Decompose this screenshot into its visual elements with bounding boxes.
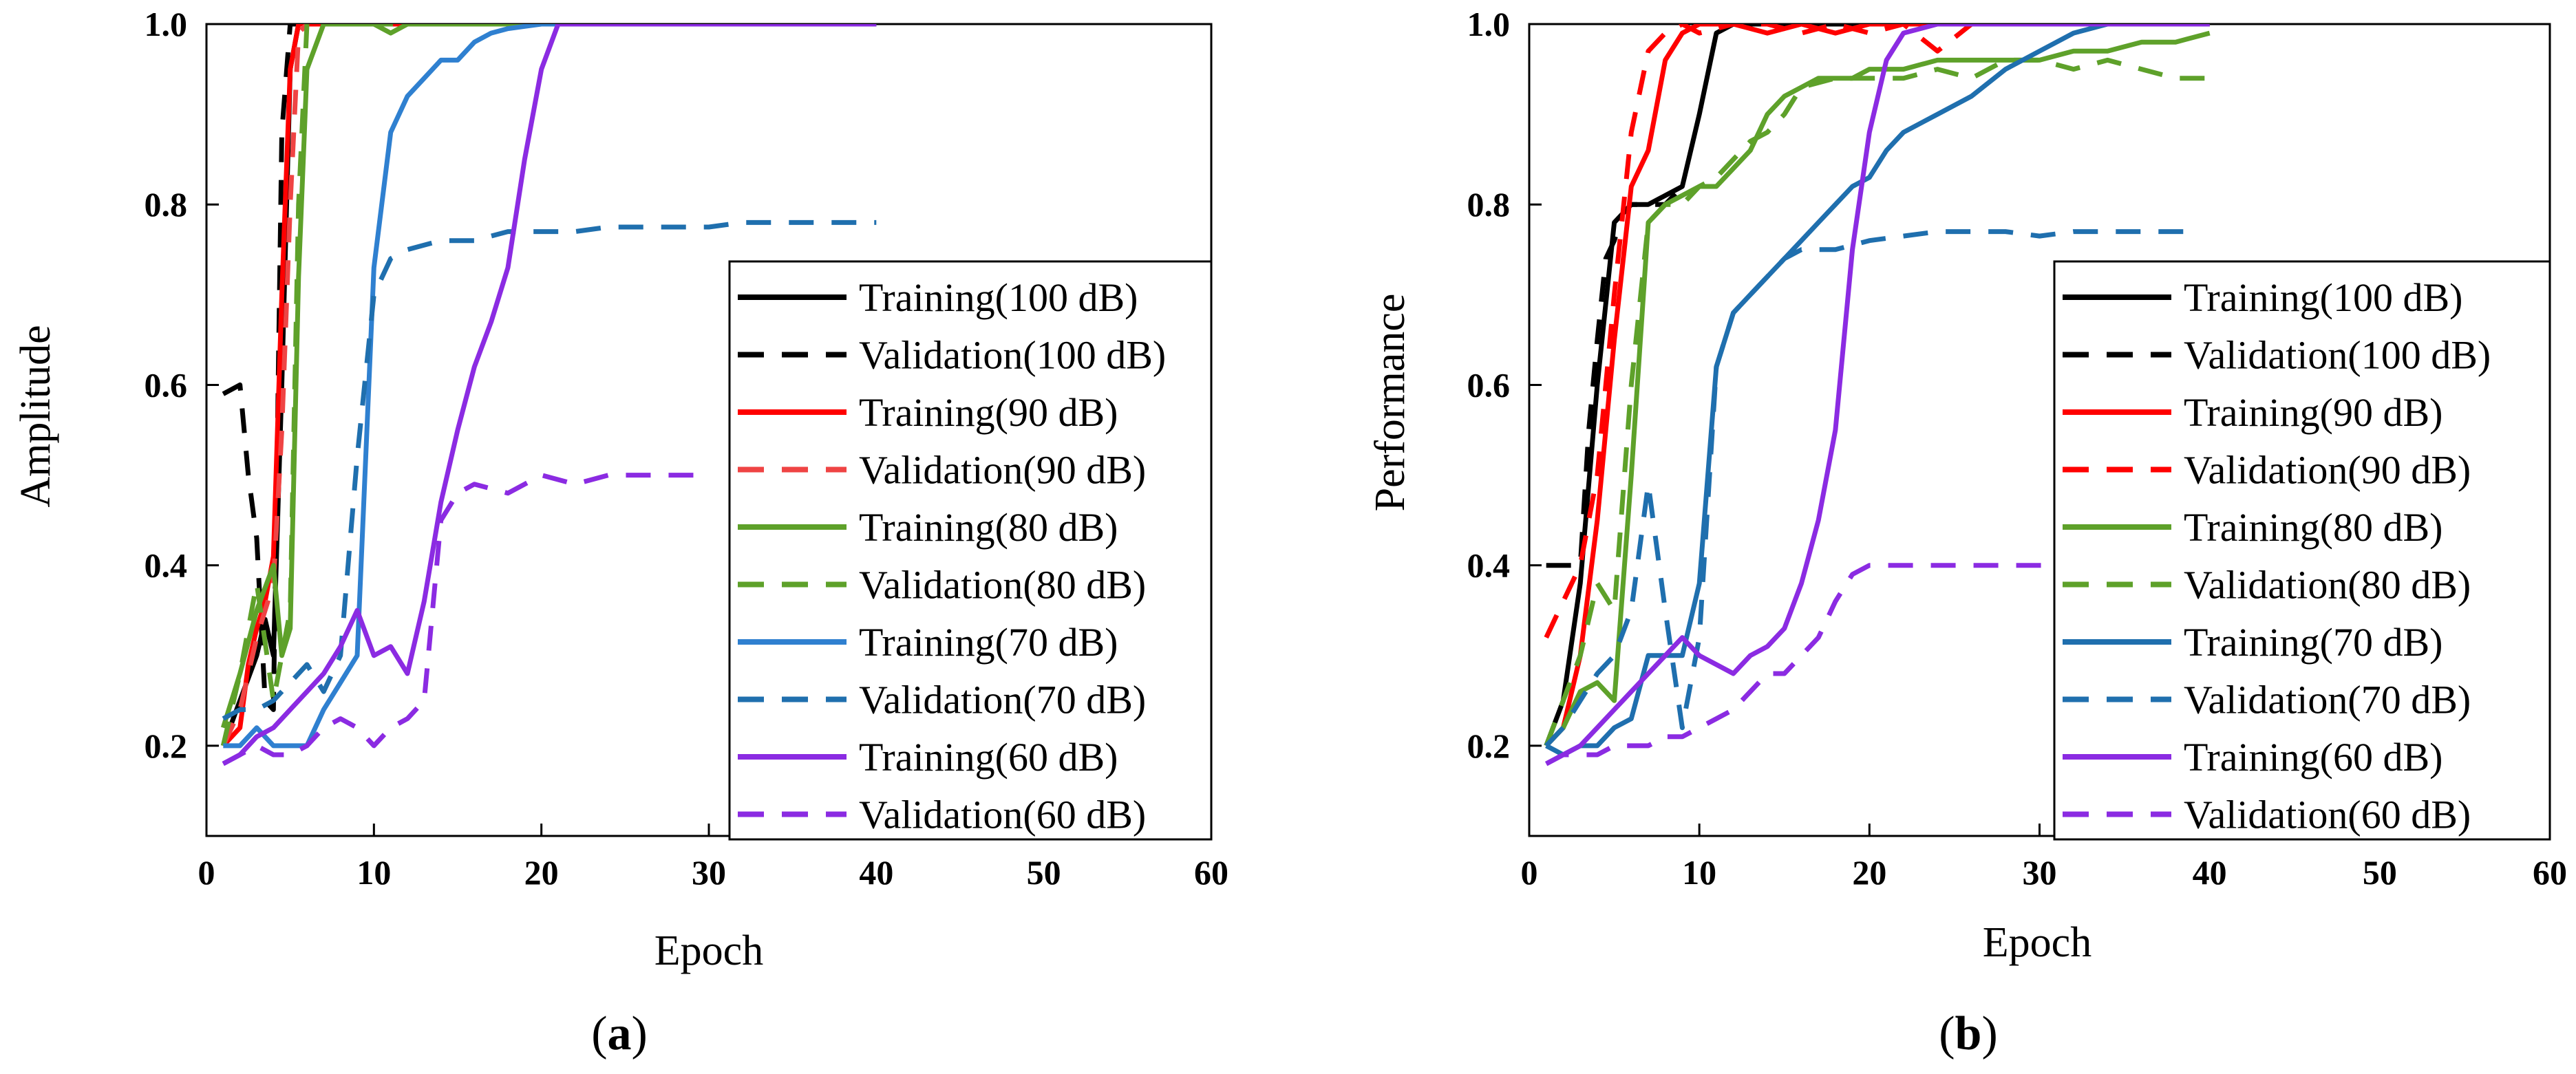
series-line-9 bbox=[1545, 563, 2074, 766]
y-tick-label: 0.2 bbox=[1467, 727, 1511, 765]
y-tick-label: 0.2 bbox=[145, 727, 188, 765]
legend-label-9: Validation(60 dB) bbox=[859, 793, 1146, 837]
panel-label-letter: a bbox=[608, 1007, 632, 1060]
panel-label-close: ) bbox=[632, 1007, 648, 1060]
series-line-8 bbox=[222, 24, 877, 766]
series-line-7 bbox=[222, 219, 877, 721]
legend-box bbox=[728, 260, 1213, 841]
x-tick-label: 30 bbox=[2023, 853, 2057, 892]
x-tick-label: 0 bbox=[198, 853, 215, 892]
series-line-3 bbox=[221, 24, 309, 747]
series-line-4 bbox=[1544, 30, 2211, 748]
legend-label-9: Validation(60 dB) bbox=[2184, 793, 2471, 837]
x-tick-label: 20 bbox=[1852, 853, 1886, 892]
y-tick-label: 1.0 bbox=[145, 5, 188, 43]
legend-label-6: Training(70 dB) bbox=[859, 620, 1118, 665]
legend-label-8: Training(60 dB) bbox=[2184, 735, 2443, 780]
legend-label-2: Training(90 dB) bbox=[2184, 390, 2443, 435]
series-line-6 bbox=[223, 24, 877, 749]
legend-label-1: Validation(100 dB) bbox=[2184, 333, 2491, 378]
legend-label-1: Validation(100 dB) bbox=[859, 333, 1166, 378]
x-axis: 0 10 20 30 40 50 60 bbox=[1521, 824, 2567, 892]
x-tick-label: 0 bbox=[1521, 853, 1538, 892]
x-tick-label: 40 bbox=[2193, 853, 2227, 892]
series-line-7 bbox=[1544, 229, 2193, 748]
legend-label-3: Validation(90 dB) bbox=[2184, 448, 2471, 493]
legend-label-5: Validation(80 dB) bbox=[859, 563, 1146, 608]
x-tick-label: 10 bbox=[356, 853, 391, 892]
x-tick-label: 60 bbox=[1194, 853, 1228, 892]
series-line-0 bbox=[1544, 24, 2210, 747]
x-tick-label: 50 bbox=[1027, 853, 1061, 892]
legend-label-7: Validation(70 dB) bbox=[2184, 678, 2471, 722]
panel-label-open: ( bbox=[1939, 1007, 1955, 1060]
series-line-5 bbox=[1544, 57, 2210, 747]
y-axis: 0.2 0.4 0.6 0.8 1.0 bbox=[1467, 5, 1542, 765]
series-lines bbox=[220, 24, 877, 766]
legend-label-0: Training(100 dB) bbox=[2184, 275, 2463, 320]
legend-label-8: Training(60 dB) bbox=[859, 735, 1118, 780]
y-tick-label: 0.6 bbox=[145, 365, 188, 404]
y-axis: 0.2 0.4 0.6 0.8 1.0 bbox=[145, 5, 219, 765]
legend-label-7: Validation(70 dB) bbox=[859, 678, 1146, 722]
panel-label-open: ( bbox=[591, 1007, 607, 1060]
legend-label-2: Training(90 dB) bbox=[859, 390, 1118, 435]
series-line-4 bbox=[220, 24, 877, 729]
panel-label: (b) bbox=[1939, 1007, 1998, 1060]
legend: Training(100 dB) Validation(100 dB) Traini… bbox=[2053, 260, 2551, 841]
y-tick-label: 0.6 bbox=[1467, 365, 1511, 404]
chart-panel-a: 0 10 20 30 40 50 60 0.2 0.4 0.6 0.8 1.0 Epoch Ampl… bbox=[12, 5, 1228, 1060]
series-line-9 bbox=[222, 473, 709, 766]
x-axis-title: Epoch bbox=[654, 927, 763, 974]
series-line-2 bbox=[1544, 24, 2210, 748]
legend: Training(100 dB) Validation(100 dB) Traini… bbox=[728, 260, 1213, 841]
y-axis-title: Amplitude bbox=[12, 325, 59, 507]
x-tick-label: 30 bbox=[692, 853, 726, 892]
legend-label-4: Training(80 dB) bbox=[859, 505, 1118, 550]
legend-label-4: Training(80 dB) bbox=[2184, 505, 2443, 550]
y-tick-label: 0.4 bbox=[1467, 546, 1511, 585]
legend-label-6: Training(70 dB) bbox=[2184, 620, 2443, 665]
panel-label: (a) bbox=[591, 1007, 648, 1060]
legend-label-5: Validation(80 dB) bbox=[2184, 563, 2471, 608]
x-axis-title: Epoch bbox=[1983, 919, 2091, 966]
legend-label-3: Validation(90 dB) bbox=[859, 448, 1146, 493]
series-line-1 bbox=[1546, 184, 1684, 568]
series-lines bbox=[1544, 24, 2211, 766]
x-axis: 0 10 20 30 40 50 60 bbox=[198, 824, 1228, 892]
y-tick-label: 0.8 bbox=[1467, 185, 1511, 224]
series-line-3 bbox=[1544, 24, 2040, 639]
x-tick-label: 60 bbox=[2533, 853, 2567, 892]
y-tick-label: 0.8 bbox=[145, 185, 188, 224]
series-line-6 bbox=[1545, 24, 2210, 758]
legend-box bbox=[2053, 260, 2551, 841]
series-line-5 bbox=[220, 24, 877, 747]
x-tick-label: 50 bbox=[2363, 853, 2397, 892]
x-tick-label: 40 bbox=[859, 853, 893, 892]
legend-label-0: Training(100 dB) bbox=[859, 275, 1138, 320]
series-line-8 bbox=[1545, 24, 2210, 766]
panel-label-letter: b bbox=[1955, 1007, 1982, 1060]
x-tick-label: 20 bbox=[524, 853, 559, 892]
x-tick-label: 10 bbox=[1682, 853, 1716, 892]
y-axis-title: Performance bbox=[1367, 294, 1414, 512]
chart-panel-b: 0 10 20 30 40 50 60 0.2 0.4 0.6 0.8 1.0 Epoch Perf… bbox=[1367, 5, 2567, 1060]
y-tick-label: 1.0 bbox=[1467, 5, 1511, 43]
y-tick-label: 0.4 bbox=[145, 546, 188, 585]
panel-label-close: ) bbox=[1981, 1007, 1997, 1060]
series-line-1 bbox=[222, 24, 299, 712]
